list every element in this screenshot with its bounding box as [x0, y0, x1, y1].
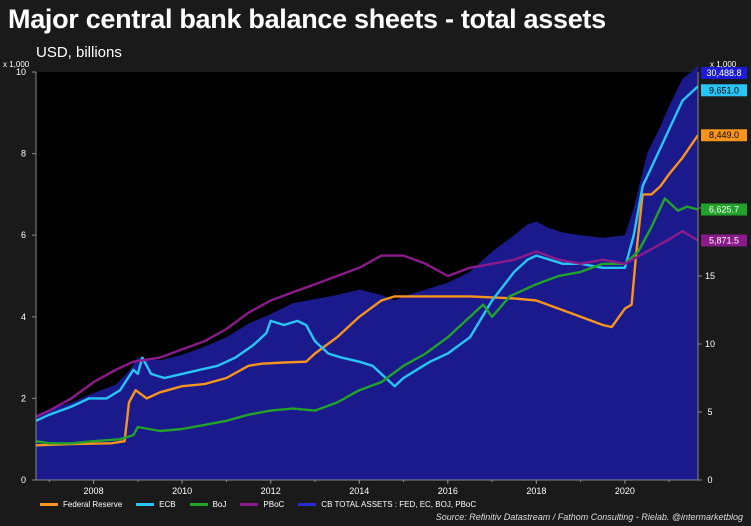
left-axis-tick-label: 6: [21, 230, 26, 240]
chart-subtitle: USD, billions: [36, 44, 122, 61]
area-layer: [36, 65, 698, 480]
end-labels: 8,449.0 9,651.0 6,625.7 5,871.5 30,488.8: [701, 67, 747, 247]
left-axis-tick-label: 8: [21, 149, 26, 159]
left-axis-tick-label: 10: [16, 67, 26, 77]
end-value-label: 8,449.0: [709, 130, 739, 140]
x-axis-tick-label: 2012: [261, 486, 281, 496]
legend-label: Federal Reserve: [63, 500, 123, 509]
series-area-cb-total: [36, 65, 698, 480]
end-value-badge: 9,651.0: [701, 84, 747, 97]
legend-label: PBoC: [263, 500, 285, 509]
legend-item-boj: BoJ: [189, 500, 227, 509]
x-axis-tick-label: 2008: [84, 486, 104, 496]
axis-layer: 0246810051015202008201020122014201620182…: [16, 67, 715, 496]
end-value-badge: 8,449.0: [701, 129, 747, 142]
x-axis-tick-label: 2020: [615, 486, 635, 496]
legend-swatch: [189, 503, 208, 506]
end-value-badge: 30,488.8: [701, 67, 747, 79]
legend-item-ecb: ECB: [136, 500, 176, 509]
legend-item-fed: Federal Reserve: [40, 500, 122, 509]
legend: Federal Reserve ECB BoJ PBoC CB TOTAL ASSETS…: [40, 500, 476, 509]
legend-item-cb-total: CB TOTAL ASSETS : FED, EC, BOJ, PBoC: [298, 500, 476, 509]
legend-item-pboc: PBoC: [240, 500, 284, 509]
legend-label: ECB: [159, 500, 176, 509]
end-value-badge: 6,625.7: [701, 203, 747, 216]
legend-swatch: [136, 503, 155, 506]
line-layer: [35, 85, 699, 447]
left-axis-multiplier: x 1,000: [3, 60, 30, 69]
left-axis-tick-label: 0: [21, 475, 26, 485]
right-axis-tick-label: 10: [705, 339, 715, 349]
source-note: Source: Refinitiv Datastream / Fathom Co…: [435, 512, 743, 522]
right-axis-tick-label: 5: [707, 407, 712, 417]
x-axis-tick-label: 2018: [526, 486, 546, 496]
series-line-pboc: [35, 229, 699, 418]
right-axis-tick-label: 15: [705, 271, 715, 281]
legend-swatch: [40, 503, 58, 506]
end-value-label: 5,871.5: [709, 236, 739, 246]
end-value-badge: 5,871.5: [701, 234, 747, 247]
left-axis-tick-label: 2: [21, 393, 26, 403]
end-value-label: 9,651.0: [709, 85, 739, 95]
x-axis-tick-label: 2016: [438, 486, 458, 496]
x-axis-tick-label: 2014: [349, 486, 369, 496]
end-value-label: 6,625.7: [709, 204, 739, 214]
left-axis-tick-label: 4: [21, 312, 26, 322]
chart-title: Major central bank balance sheets - tota…: [8, 4, 606, 34]
legend-label: CB TOTAL ASSETS : FED, EC, BOJ, PBoC: [321, 500, 477, 509]
right-axis-tick-label: 0: [707, 475, 712, 485]
legend-label: BoJ: [212, 500, 227, 509]
series-line-fed: [35, 134, 699, 447]
legend-swatch: [298, 503, 317, 506]
x-axis-tick-label: 2010: [172, 486, 192, 496]
legend-swatch: [240, 503, 259, 506]
end-value-label: 30,488.8: [706, 68, 741, 78]
right-axis-multiplier: x 1,000: [710, 60, 737, 69]
